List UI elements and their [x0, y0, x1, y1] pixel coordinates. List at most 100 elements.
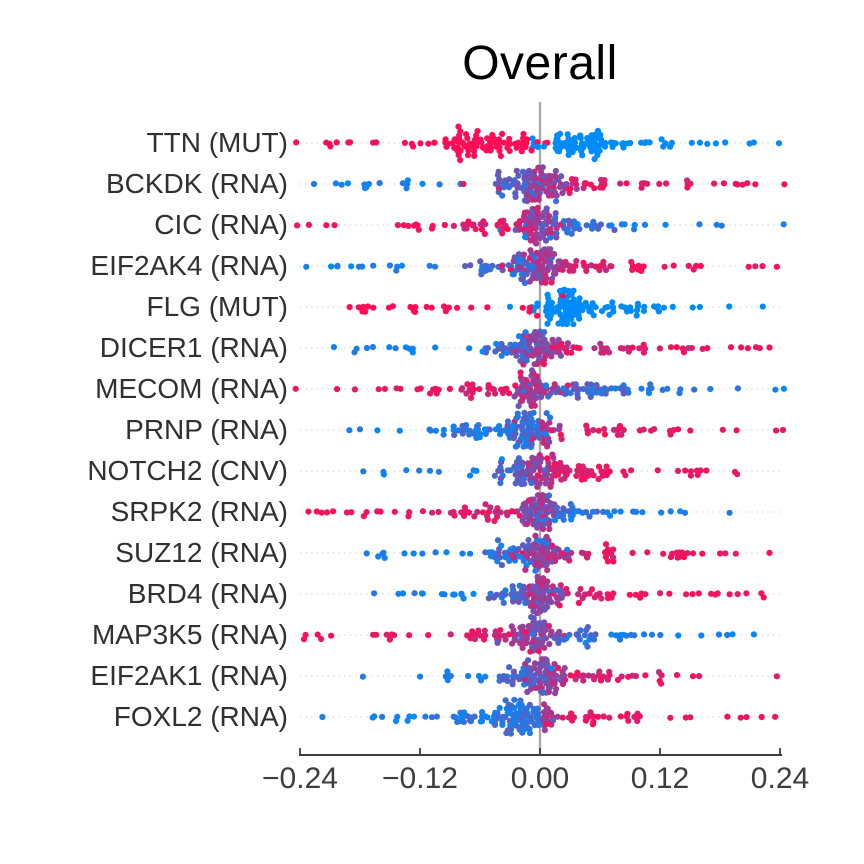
- swarm-point: [595, 225, 602, 232]
- swarm-point: [557, 459, 564, 467]
- swarm-point: [745, 263, 752, 270]
- swarm-point: [707, 385, 714, 393]
- swarm-point: [588, 148, 595, 155]
- swarm-point: [534, 360, 541, 367]
- swarm-point: [543, 340, 551, 347]
- x-axis-tick-label: −0.24: [262, 762, 338, 795]
- swarm-point: [682, 467, 689, 474]
- swarm-point: [466, 345, 473, 352]
- swarm-point: [539, 595, 546, 602]
- y-axis-label: EIF2AK1 (RNA): [90, 660, 288, 691]
- swarm-point: [590, 472, 597, 479]
- swarm-point: [553, 504, 561, 511]
- swarm-point: [481, 267, 488, 275]
- swarm-point: [499, 192, 506, 199]
- swarm-point: [540, 266, 547, 273]
- swarm-point: [638, 385, 645, 392]
- swarm-point: [511, 704, 518, 712]
- swarm-point: [525, 657, 532, 664]
- swarm-point: [525, 432, 532, 439]
- swarm-point: [595, 143, 602, 150]
- swarm-point: [547, 483, 554, 490]
- swarm-point: [477, 677, 485, 684]
- swarm-point: [573, 508, 580, 515]
- swarm-point: [547, 312, 554, 319]
- swarm-point: [684, 550, 691, 557]
- swarm-point: [441, 591, 448, 598]
- swarm-point: [596, 668, 603, 675]
- swarm-point: [515, 333, 523, 340]
- y-axis-label: BCKDK (RNA): [105, 168, 288, 199]
- swarm-point: [556, 628, 563, 635]
- swarm-point: [696, 673, 703, 680]
- swarm-point: [544, 705, 551, 713]
- swarm-point: [478, 718, 486, 725]
- swarm-point: [360, 303, 367, 310]
- swarm-point: [539, 492, 546, 499]
- swarm-point: [577, 627, 584, 634]
- swarm-point: [566, 557, 573, 564]
- x-axis-tick-label: −0.12: [382, 762, 458, 795]
- swarm-point: [642, 672, 649, 679]
- swarm-point: [644, 549, 651, 556]
- swarm-point: [494, 558, 501, 565]
- swarm-point: [616, 636, 624, 643]
- swarm-point: [404, 717, 411, 724]
- swarm-point: [518, 271, 526, 278]
- swarm-point: [544, 291, 551, 298]
- beeswarm-row: [303, 246, 781, 287]
- swarm-point: [498, 562, 505, 569]
- swarm-point: [511, 696, 518, 703]
- swarm-point: [640, 349, 648, 356]
- swarm-point: [532, 567, 539, 574]
- swarm-point: [344, 180, 351, 187]
- swarm-point: [637, 594, 644, 601]
- swarm-point: [526, 398, 533, 405]
- swarm-point: [457, 157, 464, 164]
- swarm-point: [670, 262, 677, 269]
- swarm-point: [551, 460, 558, 467]
- swarm-point: [487, 147, 494, 154]
- swarm-point: [528, 614, 535, 621]
- swarm-point: [551, 661, 558, 668]
- swarm-point: [459, 422, 466, 430]
- swarm-point: [496, 704, 503, 712]
- swarm-point: [470, 386, 477, 393]
- swarm-point: [628, 258, 635, 266]
- swarm-point: [566, 189, 573, 197]
- swarm-point: [351, 349, 358, 356]
- swarm-point: [488, 136, 495, 143]
- swarm-point: [391, 508, 398, 515]
- swarm-point: [775, 140, 783, 147]
- swarm-point: [523, 259, 530, 266]
- swarm-point: [482, 549, 489, 556]
- swarm-point: [576, 315, 583, 322]
- swarm-point: [598, 595, 605, 602]
- swarm-point: [563, 464, 570, 471]
- swarm-point: [475, 422, 482, 429]
- swarm-point: [526, 167, 533, 174]
- swarm-point: [534, 480, 541, 487]
- swarm-point: [522, 628, 530, 635]
- swarm-point: [533, 240, 540, 247]
- swarm-point: [624, 308, 631, 315]
- swarm-point: [363, 184, 370, 191]
- swarm-point: [639, 509, 646, 516]
- swarm-point: [732, 550, 739, 557]
- swarm-point: [515, 251, 523, 258]
- swarm-point: [419, 508, 426, 515]
- swarm-point: [347, 139, 354, 146]
- swarm-point: [505, 631, 512, 638]
- swarm-point: [591, 345, 598, 352]
- swarm-point: [545, 393, 552, 400]
- swarm-point: [463, 508, 470, 515]
- swarm-point: [541, 467, 548, 474]
- swarm-point: [534, 209, 541, 216]
- swarm-point: [714, 590, 721, 597]
- swarm-point: [411, 222, 418, 229]
- swarm-point: [492, 348, 499, 355]
- swarm-point: [569, 148, 576, 156]
- swarm-point: [546, 684, 554, 691]
- swarm-point: [556, 602, 563, 609]
- swarm-point: [628, 631, 635, 639]
